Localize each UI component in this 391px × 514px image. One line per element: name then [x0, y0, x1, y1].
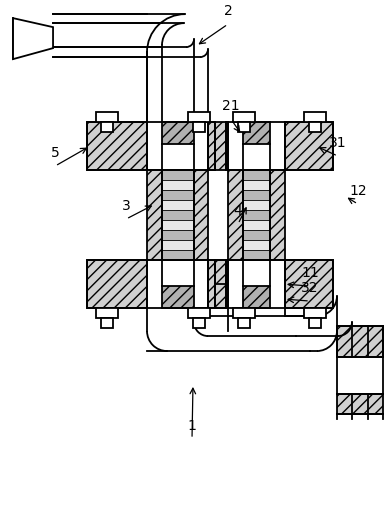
Bar: [101, 122, 113, 132]
Bar: [243, 240, 270, 250]
Text: 1: 1: [188, 419, 196, 433]
Text: 3: 3: [122, 199, 130, 213]
Bar: [162, 122, 194, 128]
Bar: [270, 170, 285, 260]
Bar: [243, 190, 270, 200]
Bar: [243, 122, 270, 128]
Bar: [162, 286, 194, 308]
Bar: [243, 250, 270, 260]
Bar: [96, 308, 118, 318]
Text: 4: 4: [233, 204, 242, 218]
Bar: [87, 260, 215, 308]
Bar: [228, 260, 285, 308]
Bar: [337, 394, 383, 414]
Bar: [309, 318, 321, 328]
Bar: [162, 240, 194, 250]
Bar: [226, 122, 333, 170]
Text: 5: 5: [51, 146, 59, 160]
Bar: [162, 23, 194, 122]
Bar: [243, 220, 270, 230]
Bar: [162, 230, 194, 240]
Bar: [243, 122, 270, 144]
Bar: [243, 180, 270, 190]
Bar: [243, 286, 270, 308]
Bar: [147, 260, 208, 308]
Bar: [53, 23, 162, 47]
Bar: [188, 112, 210, 122]
Bar: [208, 122, 215, 170]
Bar: [243, 170, 270, 260]
Bar: [147, 57, 208, 122]
Text: 11: 11: [301, 266, 319, 280]
Bar: [167, 308, 310, 351]
Bar: [238, 318, 250, 328]
Bar: [226, 260, 333, 308]
Bar: [337, 326, 383, 357]
Bar: [101, 318, 113, 328]
Bar: [162, 210, 194, 220]
Text: 12: 12: [349, 184, 367, 198]
Bar: [208, 260, 215, 308]
Bar: [188, 308, 210, 318]
Bar: [96, 112, 118, 122]
Bar: [226, 260, 228, 308]
Bar: [243, 302, 270, 308]
Bar: [194, 170, 208, 260]
Bar: [226, 122, 228, 170]
Bar: [228, 122, 285, 170]
Bar: [162, 250, 194, 260]
Polygon shape: [13, 18, 53, 59]
Bar: [243, 230, 270, 240]
Bar: [162, 302, 194, 308]
Bar: [147, 308, 208, 351]
Bar: [87, 260, 147, 308]
Bar: [243, 210, 270, 220]
Bar: [243, 170, 270, 180]
Text: 21: 21: [222, 99, 240, 113]
Text: 2: 2: [224, 4, 232, 18]
Text: 32: 32: [301, 281, 319, 295]
Bar: [193, 122, 205, 132]
Bar: [162, 170, 194, 260]
Bar: [309, 122, 321, 132]
Bar: [87, 122, 147, 170]
Bar: [53, 14, 147, 57]
Bar: [228, 308, 285, 351]
Text: 31: 31: [329, 136, 347, 150]
Bar: [162, 122, 194, 144]
Bar: [215, 122, 226, 170]
Bar: [233, 308, 255, 318]
Bar: [147, 122, 208, 170]
Bar: [285, 122, 333, 170]
Bar: [162, 200, 194, 210]
Bar: [147, 170, 162, 260]
Bar: [87, 122, 215, 170]
Bar: [238, 122, 250, 132]
Bar: [162, 190, 194, 200]
Bar: [53, 15, 208, 56]
Bar: [243, 200, 270, 210]
Bar: [193, 318, 205, 328]
Bar: [285, 260, 333, 308]
Bar: [162, 220, 194, 230]
Bar: [228, 170, 243, 260]
Bar: [304, 112, 326, 122]
Bar: [233, 112, 255, 122]
Bar: [215, 260, 226, 308]
Bar: [162, 180, 194, 190]
Bar: [162, 170, 194, 180]
Bar: [304, 308, 326, 318]
Bar: [208, 316, 296, 336]
